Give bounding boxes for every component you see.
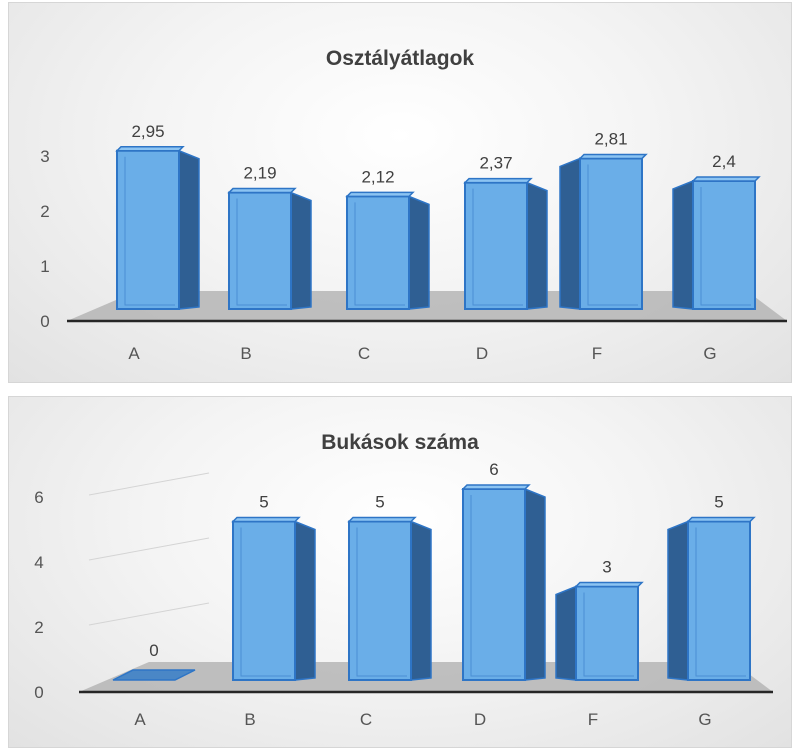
category-label: A xyxy=(128,344,140,363)
failures-chart: Bukások száma 0 2 4 6 0 A 5 B 5 C 6 D 3 F 5 G xyxy=(34,431,773,729)
bar-top xyxy=(691,176,761,182)
bar-side xyxy=(526,181,548,310)
y-tick-label: 4 xyxy=(34,553,43,572)
bar xyxy=(672,176,761,310)
y-tick-label: 0 xyxy=(34,683,43,702)
category-label: C xyxy=(358,344,370,363)
gridline xyxy=(88,537,210,561)
bar-side xyxy=(178,149,200,310)
data-label: 2,37 xyxy=(479,154,512,173)
y-tick-label: 6 xyxy=(34,488,43,507)
chart-title: Bukások száma xyxy=(321,431,479,454)
y-tick-label: 2 xyxy=(34,618,43,637)
bar-top xyxy=(345,191,415,198)
bar xyxy=(461,484,546,681)
chart-panel-failures: Bukások száma 0 2 4 6 0 A 5 B 5 C 6 D 3 F 5 G xyxy=(8,396,792,748)
bar-inner-edge xyxy=(587,164,638,306)
bar-side xyxy=(524,487,546,681)
bar-side xyxy=(408,195,430,310)
category-label: C xyxy=(360,710,372,729)
bar-top xyxy=(347,516,417,523)
bar-front xyxy=(348,520,412,681)
bar-inner-edge xyxy=(583,592,634,677)
chart-panel-class-averages: Osztályátlagok 0 1 2 3 2,95 A 2,19 B 2,12 C 2,37 D 2,… xyxy=(8,2,792,383)
bar xyxy=(667,516,756,681)
chart-title: Osztályátlagok xyxy=(326,47,475,70)
y-tick-label: 2 xyxy=(40,202,49,221)
bar-front xyxy=(228,191,292,310)
class-averages-chart: Osztályátlagok 0 1 2 3 2,95 A 2,19 B 2,12 C 2,37 D 2,… xyxy=(40,47,787,363)
bar xyxy=(112,669,196,681)
data-label: 2,19 xyxy=(243,164,276,183)
bar-top xyxy=(574,581,644,588)
gridline xyxy=(88,602,210,626)
data-label: 2,81 xyxy=(594,129,627,148)
category-label: A xyxy=(134,710,146,729)
data-label: 2,95 xyxy=(131,122,164,141)
bar-side xyxy=(555,585,577,681)
bar xyxy=(345,191,430,310)
bar-front xyxy=(579,157,643,310)
bar-side xyxy=(559,157,581,310)
bar-inner-edge xyxy=(470,495,521,677)
bar-inner-edge xyxy=(695,527,746,677)
bar xyxy=(227,187,312,310)
bar xyxy=(463,177,548,310)
bar-front xyxy=(116,149,180,310)
bar-side xyxy=(667,520,689,681)
bar-front xyxy=(232,520,296,681)
bar-front xyxy=(687,520,751,681)
data-label: 5 xyxy=(375,493,384,512)
bar-top xyxy=(578,153,648,160)
gridline xyxy=(88,472,210,496)
bar-inner-edge xyxy=(700,187,751,306)
category-label: B xyxy=(240,344,251,363)
bar xyxy=(347,516,432,681)
bar-inner-edge xyxy=(472,188,523,306)
bar-side xyxy=(294,520,316,681)
bar-top xyxy=(686,516,756,523)
bar-inner-edge xyxy=(354,202,405,306)
bar-side xyxy=(290,191,312,310)
category-label: D xyxy=(474,710,486,729)
bar-front xyxy=(692,180,756,310)
bar xyxy=(559,153,648,310)
category-label: B xyxy=(244,710,255,729)
category-label: D xyxy=(476,344,488,363)
bar-front xyxy=(464,181,528,310)
bar-top xyxy=(463,177,533,184)
category-label: F xyxy=(592,344,602,363)
data-label: 2,4 xyxy=(712,152,736,171)
y-tick-label: 1 xyxy=(40,257,49,276)
bar-front xyxy=(346,195,410,310)
bar-front xyxy=(575,585,639,681)
bar-side xyxy=(410,520,432,681)
bar xyxy=(555,581,644,681)
bar xyxy=(115,146,200,310)
bar-side xyxy=(672,179,694,310)
bar-front xyxy=(462,488,526,681)
category-label: G xyxy=(703,344,716,363)
bar-inner-edge xyxy=(356,527,407,677)
data-label: 5 xyxy=(259,493,268,512)
category-label: G xyxy=(698,710,711,729)
data-label: 0 xyxy=(149,641,158,660)
bar-inner-edge xyxy=(240,527,291,677)
category-label: F xyxy=(588,710,598,729)
bar-inner-edge xyxy=(124,156,175,306)
bar-top xyxy=(115,146,185,152)
y-tick-label: 0 xyxy=(40,312,49,331)
bar-top xyxy=(461,484,531,490)
bar-top xyxy=(231,516,301,523)
bar xyxy=(231,516,316,681)
y-tick-label: 3 xyxy=(40,147,49,166)
data-label: 5 xyxy=(714,493,723,512)
data-label: 6 xyxy=(489,460,498,479)
data-label: 3 xyxy=(602,558,611,577)
bar-inner-edge xyxy=(236,198,287,306)
bar-top xyxy=(227,187,297,194)
bar-zero xyxy=(112,669,196,681)
data-label: 2,12 xyxy=(361,167,394,186)
